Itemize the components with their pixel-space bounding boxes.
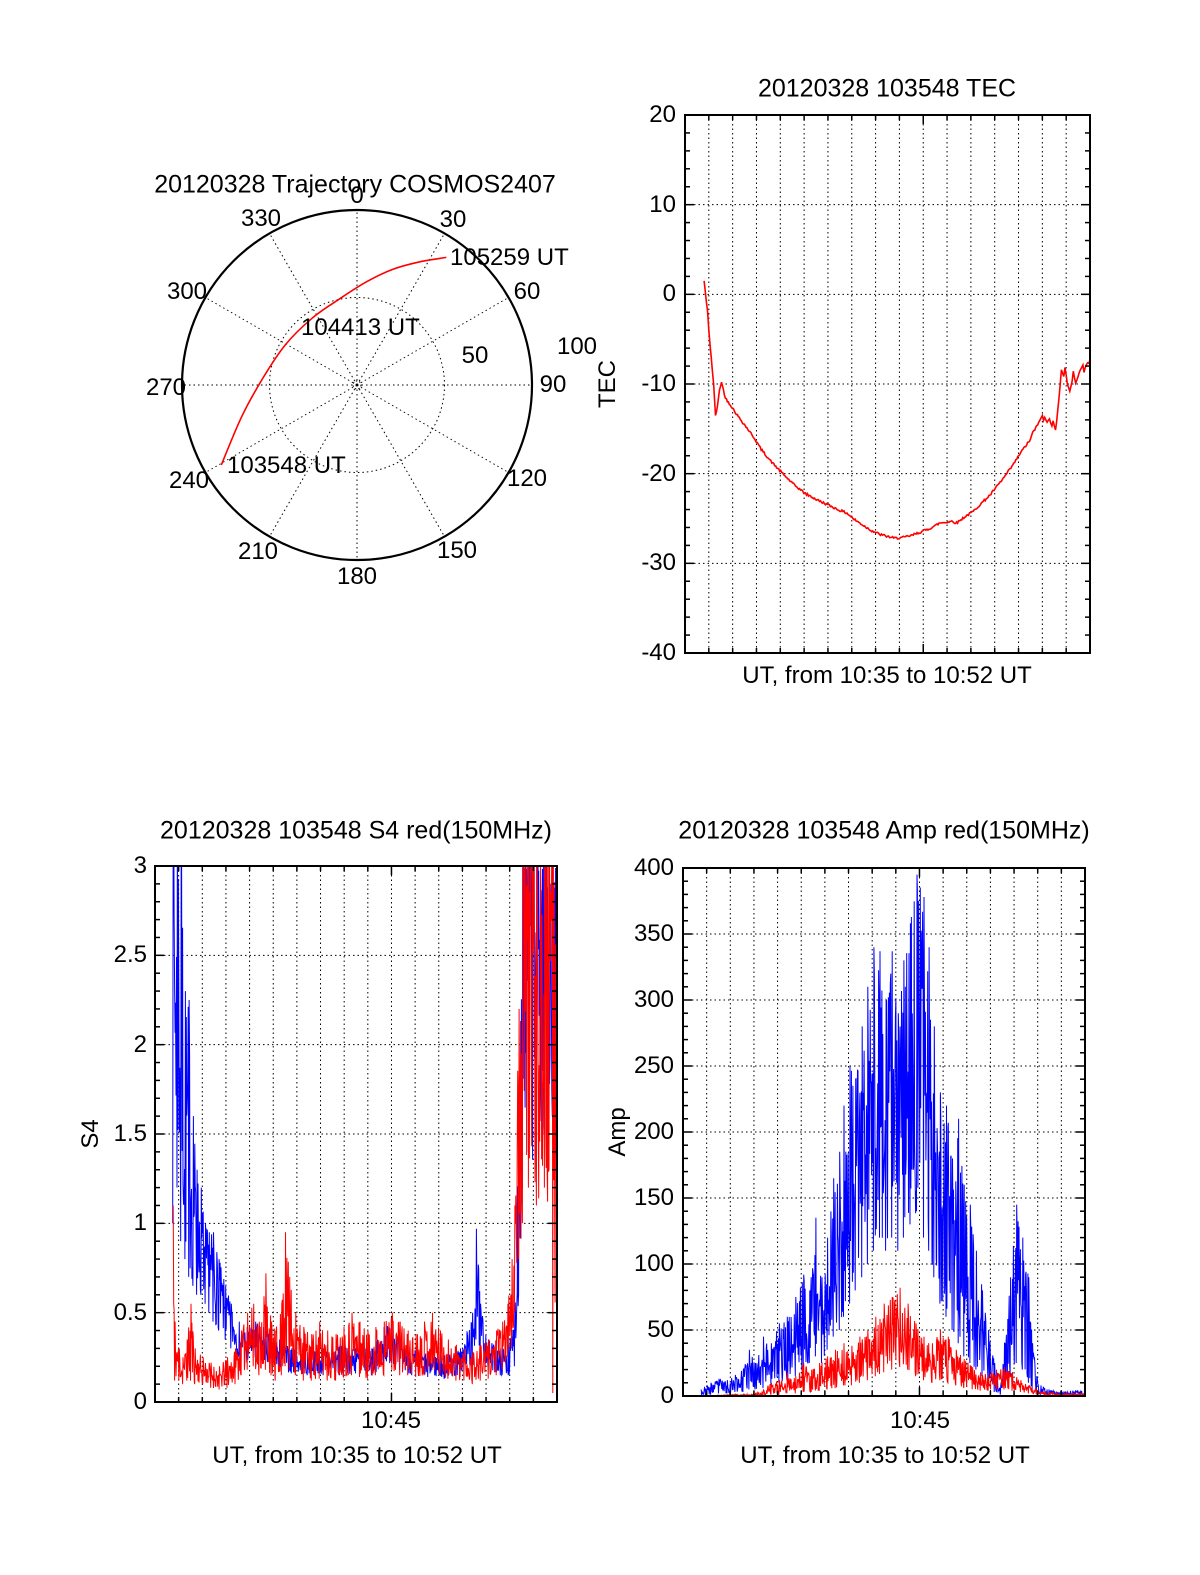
amp-xlabel: UT, from 10:35 to 10:52 UT xyxy=(740,1442,1030,1469)
series-envelope xyxy=(700,874,1084,1395)
s4-ytick-0: 0 xyxy=(133,1388,147,1415)
amp-ytick-350: 350 xyxy=(633,920,674,947)
amp-ylabel: Amp xyxy=(604,1107,631,1157)
amp-panel xyxy=(682,867,1086,1397)
tec-ytick-10: 10 xyxy=(649,191,676,218)
tec-panel xyxy=(684,114,1091,654)
s4-xlabel: UT, from 10:35 to 10:52 UT xyxy=(212,1442,502,1469)
azimuth-label-120: 120 xyxy=(506,465,548,492)
s4-ylabel: S4 xyxy=(77,1119,104,1149)
tec-ytick-m20: -20 xyxy=(641,460,676,487)
amp-ytick-150: 150 xyxy=(633,1184,674,1211)
tec-ytick-0: 0 xyxy=(662,280,676,307)
amp-ytick-250: 250 xyxy=(633,1052,674,1079)
tec-title: 20120328 103548 TEC xyxy=(757,74,1017,103)
amp-ytick-300: 300 xyxy=(633,986,674,1013)
amp-ytick-400: 400 xyxy=(633,854,674,881)
series-envelope xyxy=(712,1287,1084,1395)
azimuth-label-30: 30 xyxy=(439,206,467,233)
tec-ytick-20: 20 xyxy=(649,101,676,128)
s4-ytick-2p5: 2.5 xyxy=(113,941,147,968)
radial-label-100: 100 xyxy=(556,333,598,360)
tec-ytick-m30: -30 xyxy=(641,549,676,576)
s4-xtick-1045: 10:45 xyxy=(360,1407,422,1434)
azimuth-label-270: 270 xyxy=(145,374,187,401)
amp-xtick-1045: 10:45 xyxy=(889,1407,951,1434)
s4-ytick-0p5: 0.5 xyxy=(113,1299,147,1326)
tec-ytick-m40: -40 xyxy=(641,639,676,666)
azimuth-label-240: 240 xyxy=(168,467,210,494)
amp-ytick-100: 100 xyxy=(633,1250,674,1277)
series-envelope xyxy=(172,867,556,1379)
azimuth-label-90: 90 xyxy=(539,371,567,398)
tec-series xyxy=(703,280,1089,540)
tec-xlabel: UT, from 10:35 to 10:52 UT xyxy=(742,662,1032,689)
trajectory-time-end: 105259 UT xyxy=(450,244,569,271)
azimuth-label-60: 60 xyxy=(513,278,541,305)
azimuth-label-330: 330 xyxy=(240,205,282,232)
trajectory-title: 20120328 Trajectory COSMOS2407 xyxy=(154,170,556,199)
s4-ytick-1p5: 1.5 xyxy=(113,1120,147,1147)
s4-series xyxy=(172,867,556,1394)
trajectory-panel xyxy=(180,208,534,562)
amp-title: 20120328 103548 Amp red(150MHz) xyxy=(678,816,1090,845)
series-line xyxy=(703,280,1089,540)
tec-ytick-m10: -10 xyxy=(641,370,676,397)
azimuth-label-210: 210 xyxy=(237,538,279,565)
amp-ytick-0: 0 xyxy=(660,1382,674,1409)
series-envelope xyxy=(172,867,556,1394)
azimuth-label-180: 180 xyxy=(336,563,378,590)
s4-panel xyxy=(154,865,558,1403)
azimuth-label-300: 300 xyxy=(166,278,208,305)
amp-ytick-200: 200 xyxy=(633,1118,674,1145)
tec-ylabel: TEC xyxy=(594,360,621,408)
azimuth-label-0: 0 xyxy=(350,182,364,209)
amp-ytick-50: 50 xyxy=(647,1316,674,1343)
trajectory-time-start: 103548 UT xyxy=(227,452,346,479)
azimuth-label-150: 150 xyxy=(436,537,478,564)
s4-title: 20120328 103548 S4 red(150MHz) xyxy=(160,816,552,845)
radial-label-50: 50 xyxy=(461,342,489,369)
trajectory-time-mid: 104413 UT xyxy=(301,314,420,341)
amp-series xyxy=(700,874,1084,1395)
s4-ytick-1: 1 xyxy=(133,1209,147,1236)
s4-ytick-3: 3 xyxy=(133,852,147,879)
trajectory-path xyxy=(220,256,447,466)
s4-ytick-2: 2 xyxy=(133,1031,147,1058)
